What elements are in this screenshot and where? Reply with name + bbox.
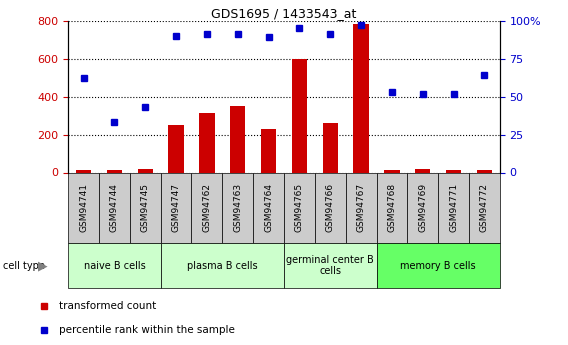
- Text: GSM94772: GSM94772: [480, 183, 489, 233]
- Bar: [76, 170, 91, 172]
- Bar: [353, 24, 369, 172]
- Bar: [161, 243, 284, 288]
- Text: percentile rank within the sample: percentile rank within the sample: [59, 325, 235, 335]
- Text: ▶: ▶: [38, 259, 47, 272]
- Bar: [438, 172, 469, 243]
- Bar: [377, 243, 500, 288]
- Bar: [261, 129, 276, 172]
- Text: GSM94764: GSM94764: [264, 183, 273, 233]
- Text: germinal center B
cells: germinal center B cells: [286, 255, 374, 276]
- Bar: [469, 172, 500, 243]
- Text: GSM94741: GSM94741: [79, 183, 88, 233]
- Text: GSM94765: GSM94765: [295, 183, 304, 233]
- Bar: [137, 169, 153, 172]
- Text: GSM94763: GSM94763: [233, 183, 242, 233]
- Text: cell type: cell type: [3, 261, 45, 270]
- Bar: [292, 59, 307, 172]
- Text: memory B cells: memory B cells: [400, 261, 476, 270]
- Text: GSM94762: GSM94762: [202, 183, 211, 233]
- Bar: [446, 170, 461, 172]
- Bar: [68, 243, 161, 288]
- Text: naive B cells: naive B cells: [83, 261, 145, 270]
- Bar: [168, 125, 184, 172]
- Bar: [99, 172, 130, 243]
- Text: GSM94747: GSM94747: [172, 183, 181, 233]
- Bar: [284, 243, 377, 288]
- Bar: [199, 113, 215, 172]
- Bar: [346, 172, 377, 243]
- Bar: [68, 172, 99, 243]
- Bar: [315, 172, 346, 243]
- Bar: [323, 123, 338, 172]
- Bar: [284, 172, 315, 243]
- Bar: [407, 172, 438, 243]
- Bar: [477, 170, 492, 172]
- Text: transformed count: transformed count: [59, 302, 156, 312]
- Text: plasma B cells: plasma B cells: [187, 261, 258, 270]
- Text: GSM94767: GSM94767: [357, 183, 366, 233]
- Bar: [253, 172, 284, 243]
- Bar: [130, 172, 161, 243]
- Bar: [107, 170, 122, 172]
- Text: GSM94769: GSM94769: [418, 183, 427, 233]
- Text: GSM94744: GSM94744: [110, 184, 119, 232]
- Bar: [191, 172, 222, 243]
- Text: GSM94766: GSM94766: [326, 183, 335, 233]
- Text: GSM94771: GSM94771: [449, 183, 458, 233]
- Bar: [377, 172, 407, 243]
- Bar: [161, 172, 191, 243]
- Text: GSM94745: GSM94745: [141, 183, 150, 233]
- Bar: [384, 170, 400, 172]
- Text: GSM94768: GSM94768: [387, 183, 396, 233]
- Bar: [415, 169, 431, 172]
- Bar: [230, 106, 245, 172]
- Title: GDS1695 / 1433543_at: GDS1695 / 1433543_at: [211, 7, 357, 20]
- Bar: [222, 172, 253, 243]
